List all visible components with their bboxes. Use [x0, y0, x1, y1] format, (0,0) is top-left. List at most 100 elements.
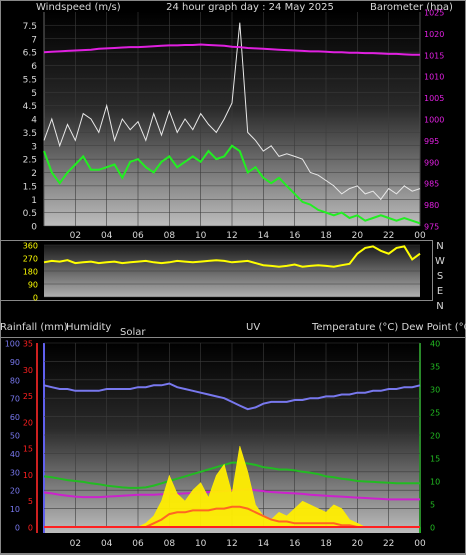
rain-tick-label: 0	[28, 524, 33, 533]
wind-tick-label: 5	[31, 89, 37, 99]
temperature-tick-label: 30	[430, 386, 440, 395]
wind-tick-label: 3.5	[23, 129, 37, 139]
compass-label-w: W	[435, 256, 445, 267]
barometer-tick-label: 1020	[424, 30, 444, 39]
wind-tick-label: 5.5	[23, 75, 37, 85]
wind-tick-label: 1.5	[23, 182, 37, 192]
lower-x-tick-label: 02	[70, 539, 81, 549]
direction-tick-label: 90	[28, 281, 38, 290]
barometer-tick-label: 985	[424, 180, 439, 189]
wind-x-tick-label: 22	[383, 231, 394, 241]
wind-x-tick-label: 10	[195, 231, 207, 241]
uv-axis-title: UV	[246, 322, 260, 333]
wind-x-tick-label: 08	[164, 231, 176, 241]
humidity-tick-label: 100	[5, 340, 20, 349]
wind-axis-title: Windspeed (m/s)	[36, 2, 121, 13]
humidity-tick-label: 80	[10, 376, 20, 385]
compass-label-n: N	[436, 241, 443, 252]
wind-x-tick-label: 04	[101, 231, 113, 241]
barometer-tick-label: 1010	[424, 73, 444, 82]
barometer-tick-label: 1015	[424, 51, 444, 60]
direction-tick-label: 270	[23, 255, 38, 264]
humidity-axis-title: Humidity	[66, 322, 111, 333]
lower-x-tick-label: 18	[320, 539, 332, 549]
wind-tick-label: 1	[31, 196, 37, 206]
humidity-tick-label: 0	[15, 524, 20, 533]
rain-tick-label: 25	[23, 392, 33, 401]
lower-x-tick-label: 08	[164, 539, 176, 549]
lower-x-tick-label: 20	[352, 539, 364, 549]
wind-x-tick-label: 02	[70, 231, 81, 241]
barometer-tick-label: 1000	[424, 116, 444, 125]
wind-tick-label: 2.5	[23, 156, 37, 166]
humidity-tick-label: 50	[10, 432, 20, 441]
compass-label-e: E	[437, 286, 443, 297]
temp-dew-axis-title: Temperature (°C) Dew Point (°C)	[311, 322, 466, 333]
graph-title: 24 hour graph day : 24 May 2025	[166, 2, 334, 13]
wind-tick-label: 3	[31, 142, 37, 152]
wind-x-tick-label: 18	[320, 231, 332, 241]
barometer-axis-title: Barometer (hpa)	[370, 2, 453, 13]
barometer-tick-label: 990	[424, 158, 439, 167]
wind-tick-label: 4	[31, 116, 37, 126]
wind-tick-label: 4.5	[23, 102, 37, 112]
wind-tick-label: 7.5	[23, 22, 37, 32]
wind-x-tick-label: 20	[352, 231, 364, 241]
barometer-tick-label: 1025	[424, 9, 444, 18]
rain-axis-title: Rainfall (mm)	[0, 322, 68, 333]
wind-direction-line	[43, 245, 421, 268]
compass-label-s: S	[437, 271, 443, 282]
temperature-tick-label: 5	[430, 501, 435, 510]
lower-x-tick-label: 00	[414, 539, 426, 549]
lower-x-tick-label: 10	[195, 539, 207, 549]
lower-x-tick-label: 22	[383, 539, 394, 549]
wind-x-tick-label: 12	[226, 231, 237, 241]
barometer-tick-label: 980	[424, 201, 439, 210]
temperature-tick-label: 35	[430, 363, 440, 372]
barometer-line	[43, 43, 420, 56]
wind-average-line	[43, 144, 421, 225]
humidity-tick-label: 40	[10, 450, 20, 459]
compass-label-n: N	[436, 301, 443, 312]
humidity-tick-label: 60	[10, 413, 20, 422]
wind-x-tick-label: 00	[414, 231, 426, 241]
humidity-tick-label: 10	[10, 505, 20, 514]
rain-tick-label: 15	[23, 445, 33, 454]
direction-tick-label: 0	[33, 294, 38, 303]
temperature-line	[43, 461, 420, 489]
lower-x-tick-label: 04	[101, 539, 113, 549]
temperature-tick-label: 40	[430, 340, 440, 349]
humidity-tick-label: 90	[10, 358, 20, 367]
lower-x-tick-label: 16	[289, 539, 301, 549]
wind-tick-label: 7	[31, 35, 37, 45]
rain-tick-label: 30	[23, 366, 33, 375]
rain-tick-label: 20	[23, 418, 33, 427]
solar-axis-title: Solar	[120, 327, 146, 338]
lower-x-tick-label: 12	[226, 539, 237, 549]
temperature-tick-label: 20	[430, 432, 440, 441]
wind-tick-label: 0	[31, 223, 37, 233]
lower-x-tick-label: 14	[258, 539, 270, 549]
temperature-tick-label: 0	[430, 524, 435, 533]
temperature-tick-label: 10	[430, 478, 440, 487]
temperature-tick-label: 25	[430, 409, 440, 418]
humidity-tick-label: 20	[10, 487, 20, 496]
barometer-tick-label: 1005	[424, 94, 444, 103]
rain-tick-label: 5	[28, 497, 33, 506]
wind-x-tick-label: 14	[258, 231, 270, 241]
wind-tick-label: 0.5	[23, 209, 37, 219]
barometer-tick-label: 995	[424, 137, 439, 146]
lower-x-tick-label: 06	[132, 539, 144, 549]
rain-tick-label: 35	[23, 340, 33, 349]
temperature-tick-label: 15	[430, 455, 440, 464]
humidity-line	[43, 382, 421, 411]
humidity-tick-label: 70	[10, 395, 20, 404]
direction-tick-label: 360	[23, 242, 38, 251]
wind-tick-label: 6.5	[23, 49, 37, 59]
dewpoint-line	[43, 488, 420, 501]
wind-x-tick-label: 06	[132, 231, 144, 241]
wind-gust-line	[43, 22, 421, 201]
wind-x-tick-label: 16	[289, 231, 301, 241]
direction-tick-label: 180	[23, 268, 38, 277]
